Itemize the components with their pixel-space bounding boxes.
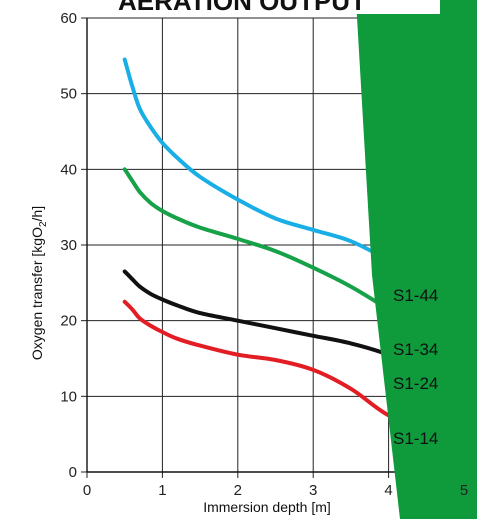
chart-title-group: AERATION OUTPUT	[100, 0, 440, 16]
y-tick-label: 20	[60, 313, 77, 330]
series-label-s1-44: S1-44	[393, 286, 438, 305]
data-series	[122, 57, 429, 429]
series-line-s1-44	[122, 57, 429, 282]
y-tick-label: 10	[60, 388, 77, 405]
x-tick-label: 3	[309, 482, 317, 499]
x-tick-label: 4	[384, 482, 392, 499]
y-tick-label: 40	[60, 161, 77, 178]
axes	[81, 17, 465, 478]
series-label-s1-14: S1-14	[393, 429, 438, 448]
y-tick-label: 30	[60, 237, 77, 254]
y-tick-label: 60	[60, 10, 77, 27]
x-axis-title: Immersion depth [m]	[203, 499, 331, 515]
y-tick-label: 50	[60, 86, 77, 103]
series-labels: S1-44 S1-34 S1-24 S1-14	[393, 286, 438, 448]
y-axis-title: Oxygen transfer [kgO2/h]	[29, 206, 49, 360]
x-tick-label: 1	[158, 482, 166, 499]
y-tick-label: 0	[69, 464, 77, 481]
series-line-s1-14	[122, 299, 429, 429]
series-label-s1-24: S1-24	[393, 374, 438, 393]
series-label-s1-34: S1-34	[393, 340, 438, 359]
chart-title: AERATION OUTPUT	[118, 0, 366, 16]
x-tick-label: 0	[83, 482, 91, 499]
green-decoration-band	[356, 0, 477, 519]
series-line-s1-24	[122, 269, 429, 374]
series-line-s1-34	[122, 167, 429, 334]
x-tick-label: 5	[460, 482, 468, 499]
x-tick-label: 2	[234, 482, 242, 499]
